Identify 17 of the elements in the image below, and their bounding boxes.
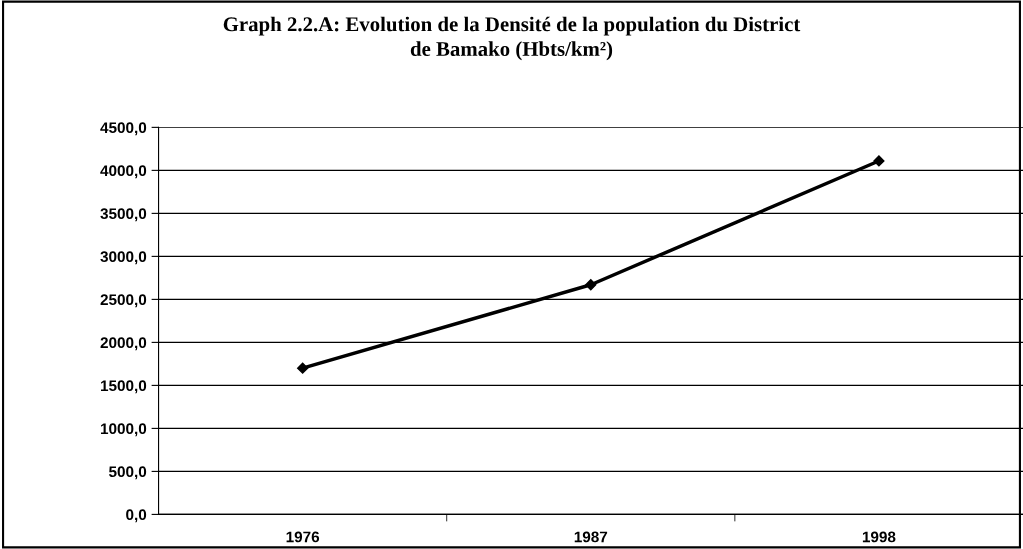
y-tick-label: 4000,0 [100, 165, 147, 179]
x-tick-label: 1998 [862, 531, 896, 543]
y-tick-label: 3500,0 [100, 208, 147, 222]
y-tick-label: 1500,0 [101, 380, 147, 394]
point [873, 155, 885, 167]
y-tick-label: 500,0 [109, 466, 147, 480]
y-tick-label: 3000,0 [100, 251, 147, 265]
x-tick-label: 1987 [574, 531, 608, 543]
point [297, 362, 309, 374]
y-tick-label: 2500,0 [100, 294, 147, 308]
y-tick-label: 0,0 [126, 509, 147, 523]
point [585, 279, 597, 291]
x-tick-label: 1976 [286, 531, 320, 543]
chart-title: Graph 2.2.A: Evolution de la Densité de la population du District de Bamako (Hbts/km²) [223, 16, 801, 61]
y-tick-label: 4500,0 [100, 122, 147, 136]
y-tick-label: 1000,0 [101, 423, 147, 437]
y-tick-label: 2000,0 [100, 337, 147, 351]
